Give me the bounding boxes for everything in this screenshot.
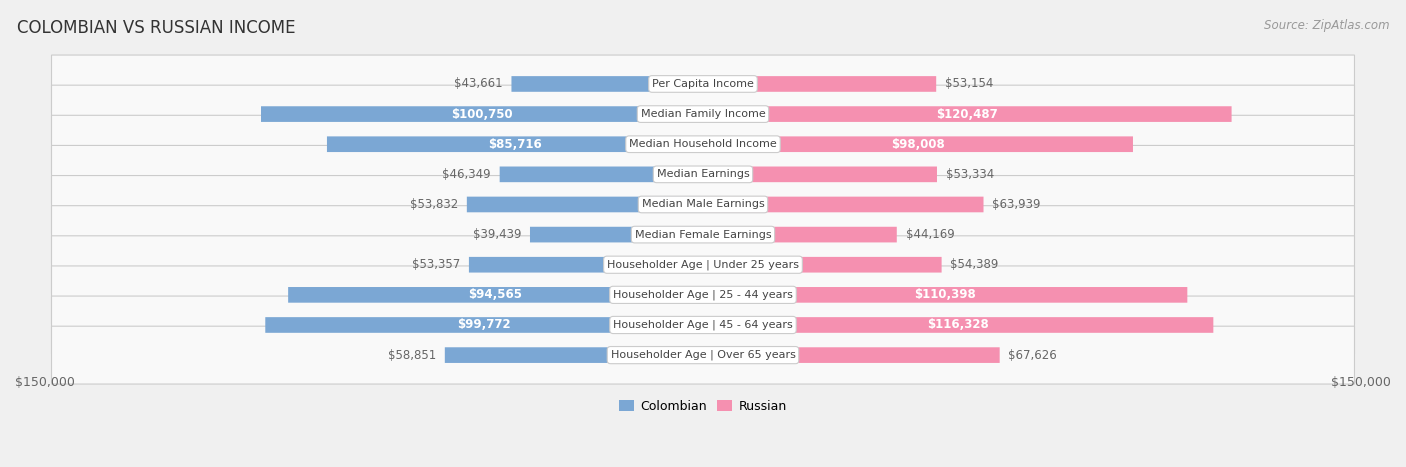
FancyBboxPatch shape xyxy=(52,145,1354,203)
FancyBboxPatch shape xyxy=(52,236,1354,294)
Text: $100,750: $100,750 xyxy=(451,107,513,120)
FancyBboxPatch shape xyxy=(328,136,703,152)
FancyBboxPatch shape xyxy=(703,317,1213,333)
FancyBboxPatch shape xyxy=(470,257,703,273)
FancyBboxPatch shape xyxy=(52,55,1354,113)
Text: $44,169: $44,169 xyxy=(905,228,955,241)
FancyBboxPatch shape xyxy=(703,227,897,242)
FancyBboxPatch shape xyxy=(288,287,703,303)
FancyBboxPatch shape xyxy=(703,106,1232,122)
FancyBboxPatch shape xyxy=(444,347,703,363)
Text: Median Household Income: Median Household Income xyxy=(628,139,778,149)
Text: Householder Age | Over 65 years: Householder Age | Over 65 years xyxy=(610,350,796,361)
Text: $53,832: $53,832 xyxy=(409,198,458,211)
FancyBboxPatch shape xyxy=(262,106,703,122)
FancyBboxPatch shape xyxy=(52,85,1354,143)
Text: $110,398: $110,398 xyxy=(914,288,976,301)
FancyBboxPatch shape xyxy=(530,227,703,242)
FancyBboxPatch shape xyxy=(703,287,1187,303)
Text: $53,154: $53,154 xyxy=(945,78,994,91)
Text: Median Male Earnings: Median Male Earnings xyxy=(641,199,765,210)
Text: $99,772: $99,772 xyxy=(457,318,510,332)
FancyBboxPatch shape xyxy=(703,197,984,212)
FancyBboxPatch shape xyxy=(703,136,1133,152)
Text: $120,487: $120,487 xyxy=(936,107,998,120)
Text: $98,008: $98,008 xyxy=(891,138,945,151)
FancyBboxPatch shape xyxy=(52,266,1354,324)
FancyBboxPatch shape xyxy=(52,296,1354,354)
Text: Per Capita Income: Per Capita Income xyxy=(652,79,754,89)
Text: Householder Age | 25 - 44 years: Householder Age | 25 - 44 years xyxy=(613,290,793,300)
FancyBboxPatch shape xyxy=(266,317,703,333)
Text: $116,328: $116,328 xyxy=(928,318,988,332)
Text: $94,565: $94,565 xyxy=(468,288,523,301)
Text: Median Earnings: Median Earnings xyxy=(657,170,749,179)
Text: $67,626: $67,626 xyxy=(1008,348,1057,361)
Text: $43,661: $43,661 xyxy=(454,78,503,91)
FancyBboxPatch shape xyxy=(703,167,936,182)
Text: COLOMBIAN VS RUSSIAN INCOME: COLOMBIAN VS RUSSIAN INCOME xyxy=(17,19,295,37)
Text: $54,389: $54,389 xyxy=(950,258,998,271)
FancyBboxPatch shape xyxy=(499,167,703,182)
Text: Householder Age | Under 25 years: Householder Age | Under 25 years xyxy=(607,260,799,270)
FancyBboxPatch shape xyxy=(52,176,1354,234)
Legend: Colombian, Russian: Colombian, Russian xyxy=(614,395,792,418)
Text: $39,439: $39,439 xyxy=(472,228,522,241)
FancyBboxPatch shape xyxy=(467,197,703,212)
Text: $53,334: $53,334 xyxy=(946,168,994,181)
FancyBboxPatch shape xyxy=(52,205,1354,263)
Text: Median Female Earnings: Median Female Earnings xyxy=(634,230,772,240)
FancyBboxPatch shape xyxy=(703,76,936,92)
Text: $53,357: $53,357 xyxy=(412,258,460,271)
Text: $63,939: $63,939 xyxy=(993,198,1040,211)
Text: Householder Age | 45 - 64 years: Householder Age | 45 - 64 years xyxy=(613,320,793,330)
FancyBboxPatch shape xyxy=(703,347,1000,363)
Text: $46,349: $46,349 xyxy=(443,168,491,181)
FancyBboxPatch shape xyxy=(703,257,942,273)
FancyBboxPatch shape xyxy=(52,115,1354,173)
FancyBboxPatch shape xyxy=(52,326,1354,384)
Text: Source: ZipAtlas.com: Source: ZipAtlas.com xyxy=(1264,19,1389,32)
Text: $58,851: $58,851 xyxy=(388,348,436,361)
Text: $85,716: $85,716 xyxy=(488,138,541,151)
Text: Median Family Income: Median Family Income xyxy=(641,109,765,119)
FancyBboxPatch shape xyxy=(512,76,703,92)
